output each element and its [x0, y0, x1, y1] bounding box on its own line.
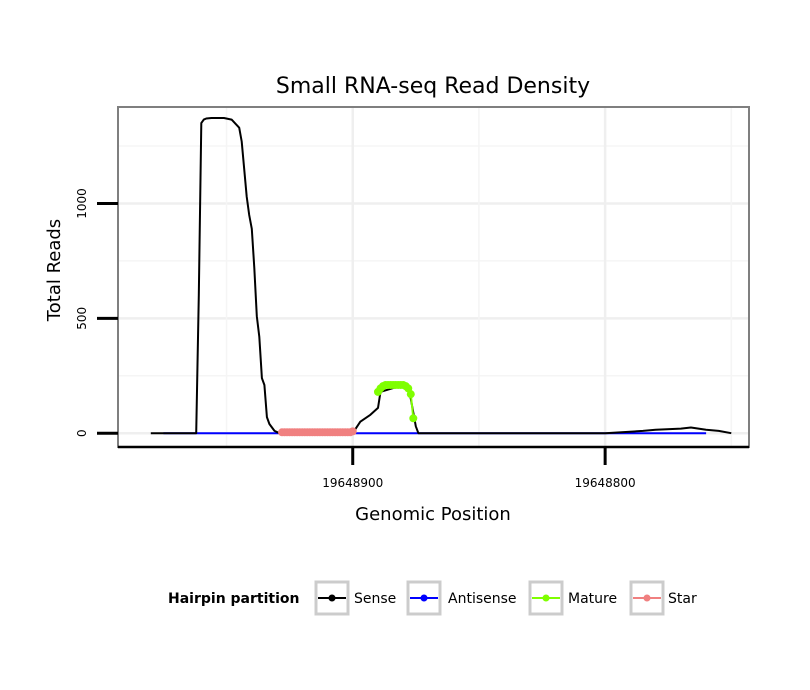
y-tick-label: 0: [75, 429, 89, 437]
data-point-star: [348, 427, 357, 436]
series-line-sense: [150, 117, 732, 435]
legend-label-star: Star: [668, 591, 697, 607]
axes: 0 500 1000 19648900 19648800: [75, 188, 749, 490]
legend-label-mature: Mature: [568, 591, 617, 607]
legend-items: Sense Antisense Mature Star: [314, 580, 697, 616]
chart-title: Small RNA-seq Read Density: [276, 74, 590, 99]
legend-label-antisense: Antisense: [448, 591, 517, 607]
x-tick-label: 19648800: [575, 476, 636, 490]
data-point-mature: [406, 390, 415, 399]
legend-swatch-point-mature: [542, 594, 550, 602]
legend: Hairpin partition Sense Antisense Mature St…: [168, 580, 697, 616]
x-axis-title: Genomic Position: [355, 504, 511, 525]
data-point-mature: [409, 414, 418, 423]
series-layer: [150, 117, 732, 437]
legend-swatch-point-antisense: [420, 594, 428, 602]
y-tick-label: 500: [75, 307, 89, 330]
legend-label-sense: Sense: [354, 591, 396, 607]
legend-title: Hairpin partition: [168, 591, 299, 607]
y-axis-title: Total Reads: [44, 219, 65, 322]
panel-background: [118, 107, 749, 447]
legend-swatch-point-star: [643, 594, 651, 602]
legend-swatch-point-sense: [328, 594, 336, 602]
y-tick-label: 1000: [75, 188, 89, 219]
x-tick-label: 19648900: [322, 476, 383, 490]
plot-panel: [118, 107, 749, 447]
